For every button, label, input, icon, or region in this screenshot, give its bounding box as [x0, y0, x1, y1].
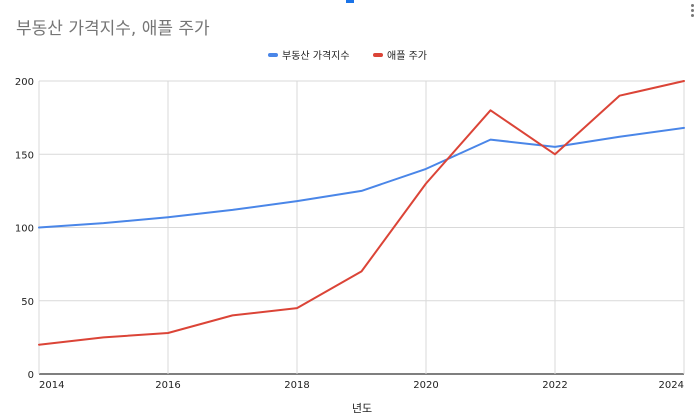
top-accent [346, 0, 354, 3]
gridlines [38, 80, 685, 375]
legend: 부동산 가격지수 애플 주가 [268, 49, 427, 62]
x-tick-label: 2024 [659, 380, 684, 391]
y-tick-label: 50 [21, 297, 34, 308]
legend-swatch [268, 53, 278, 57]
series-lines [38, 80, 685, 346]
more-options-icon[interactable] [688, 2, 696, 24]
chart-title: 부동산 가격지수, 애플 주가 [16, 19, 210, 39]
x-tick-label: 2022 [542, 380, 567, 391]
y-tick-label: 200 [15, 77, 34, 88]
y-tick-label: 150 [15, 150, 34, 161]
legend-label: 애플 주가 [387, 50, 427, 62]
series-line-1 [38, 126, 685, 229]
x-tick-label: 2018 [284, 380, 309, 391]
legend-label: 부동산 가격지수 [282, 49, 350, 62]
y-axis-ticks: 0 50 100 150 200 [15, 77, 34, 381]
y-tick-label: 0 [28, 370, 34, 381]
x-axis-ticks: 2014 2016 2018 2020 2022 2024 [39, 380, 684, 391]
x-tick-label: 2014 [39, 380, 64, 391]
x-tick-label: 2016 [155, 380, 180, 391]
x-axis-title: 년도 [352, 402, 372, 415]
series-line-2 [38, 80, 685, 346]
legend-swatch [373, 53, 383, 57]
y-tick-label: 100 [15, 224, 34, 235]
x-tick-label: 2020 [413, 380, 438, 391]
